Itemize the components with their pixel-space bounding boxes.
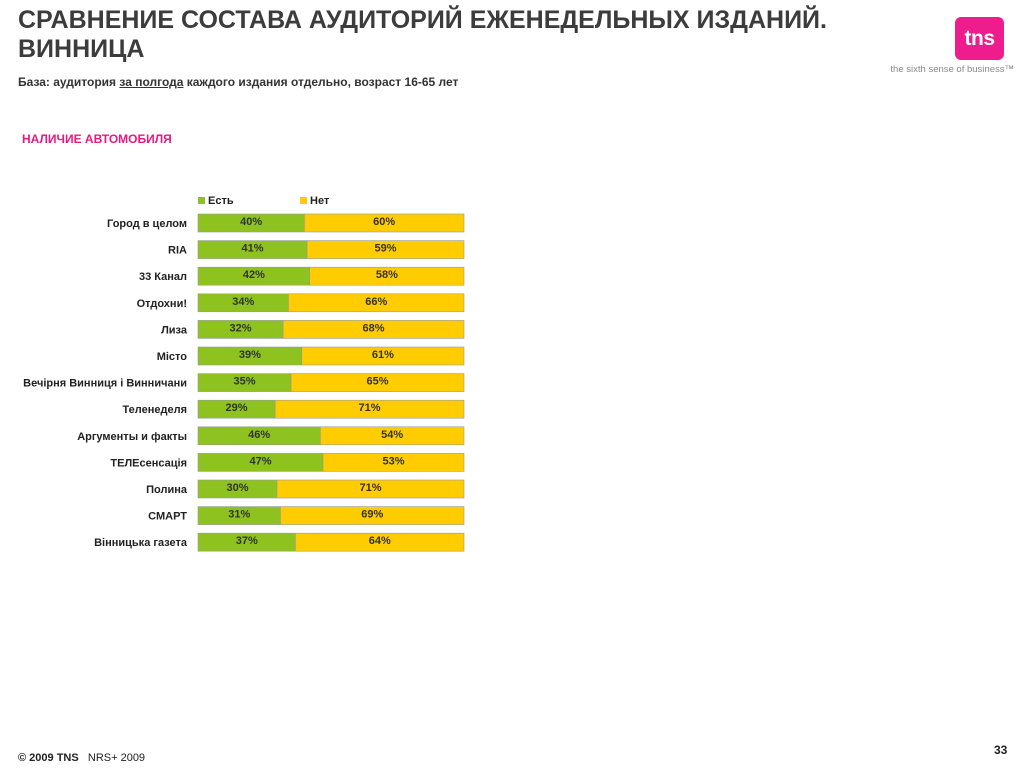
data-label: 32% <box>230 322 252 334</box>
bar-segment <box>320 426 465 446</box>
bar-segment <box>306 240 465 259</box>
category-label: Вечірня Винниця і Винничани <box>23 378 187 390</box>
data-label: 60% <box>373 216 395 228</box>
bar-segment <box>295 532 465 552</box>
bar-segment <box>288 293 465 313</box>
category-label: СМАРТ <box>148 511 187 523</box>
page-title: СРАВНЕНИЕ СОСТАВА АУДИТОРИЙ ЕЖЕНЕДЕЛЬНЫХ… <box>18 6 827 63</box>
data-label: 71% <box>359 402 381 414</box>
car-ownership-chart: Есть Нет Город в целом 40% 60% RIA 41% 59% 33 Ка… <box>23 195 465 552</box>
legend-label: Есть <box>208 195 234 207</box>
data-label: 47% <box>249 455 271 467</box>
data-label: 65% <box>367 376 389 388</box>
data-label: 39% <box>239 349 261 361</box>
bar-segment <box>290 373 465 392</box>
logo-tagline: the sixth sense of business™ <box>890 64 1014 75</box>
bar-segment <box>274 399 465 419</box>
data-label: 30% <box>226 482 248 494</box>
data-label: 58% <box>376 269 398 281</box>
category-label: Полина <box>146 484 188 496</box>
data-label: 46% <box>248 429 270 441</box>
data-label: 41% <box>242 243 264 255</box>
bar-segment <box>282 320 465 339</box>
data-label: 68% <box>363 322 385 334</box>
bar-segment <box>301 346 465 366</box>
base-prefix: База: аудитория <box>18 75 120 89</box>
data-label: 71% <box>359 482 381 494</box>
data-label: 54% <box>381 429 403 441</box>
base-suffix: каждого издания отдельно, возраст 16-65 … <box>183 75 459 89</box>
bar-segment <box>322 453 465 472</box>
data-label: 40% <box>240 216 262 228</box>
data-label: 53% <box>382 455 404 467</box>
category-label: RIA <box>168 245 187 257</box>
data-label: 42% <box>243 269 265 281</box>
section-title: НАЛИЧИЕ АВТОМОБИЛЯ <box>22 132 172 146</box>
category-label: Місто <box>157 351 188 363</box>
legend-swatch <box>198 197 205 204</box>
data-label: 35% <box>234 376 256 388</box>
data-label: 29% <box>226 402 248 414</box>
base-description: База: аудитория за полгода каждого издан… <box>18 75 458 89</box>
category-label: Лиза <box>161 324 188 336</box>
data-label: 61% <box>372 349 394 361</box>
category-label: Город в целом <box>107 218 187 230</box>
data-label: 69% <box>361 509 383 521</box>
bar-segment <box>309 266 465 286</box>
bar-segment <box>280 506 465 525</box>
data-label: 31% <box>228 509 250 521</box>
bar-segment <box>304 213 465 233</box>
source-text: NRS+ 2009 <box>87 752 146 764</box>
data-label: 66% <box>365 296 387 308</box>
footer-copyright: © 2009 TNS NRS+ 2009 <box>18 752 145 764</box>
copyright-text: © 2009 TNS <box>18 752 79 764</box>
category-label: Отдохни! <box>137 298 187 310</box>
category-label: Теленеделя <box>122 404 187 416</box>
data-label: 34% <box>232 296 254 308</box>
page-number: 33 <box>994 743 1008 757</box>
data-label: 64% <box>369 535 391 547</box>
category-label: Аргументы и факты <box>77 431 187 443</box>
category-label: ТЕЛЕсенсація <box>110 457 187 469</box>
data-label: 37% <box>236 535 258 547</box>
base-period: за полгода <box>119 75 184 89</box>
tns-logo: tns <box>955 17 1004 60</box>
data-label: 59% <box>375 243 397 255</box>
legend-label: Нет <box>310 195 330 207</box>
legend-swatch <box>300 197 307 204</box>
category-label: 33 Канал <box>139 271 187 283</box>
category-label: Вінницька газета <box>94 537 188 549</box>
bar-segment <box>276 479 465 499</box>
